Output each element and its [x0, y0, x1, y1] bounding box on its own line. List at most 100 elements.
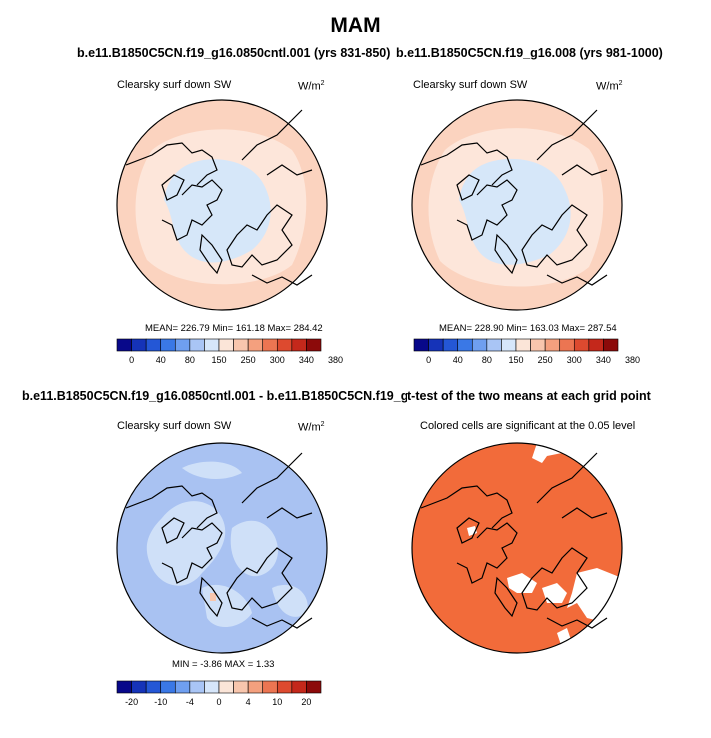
panel2-map [411, 99, 623, 311]
panel1-colorbar-swatch [306, 338, 322, 352]
panel3-colorbar-swatch [145, 680, 162, 694]
panel1-map-border [116, 99, 328, 311]
panel2-colorbar-swatch [573, 338, 590, 352]
panel1-header: b.e11.B1850C5CN.f19_g16.0850cntl.001 (yr… [77, 46, 391, 60]
panel3-colorbar-tick-label: 20 [301, 697, 311, 707]
panel3-colorbar-tick-label: 0 [216, 697, 221, 707]
panel3-map [116, 442, 328, 654]
panel3-map-border [116, 442, 328, 654]
panel3-coastlines [125, 452, 313, 629]
panel3-colorbar-swatch [276, 680, 293, 694]
panel3-header: b.e11.B1850C5CN.f19_g16.0850cntl.001 - b… [22, 389, 407, 403]
panel3-colorbar-swatch [131, 680, 147, 694]
panel3-colorbar-swatch [247, 680, 264, 694]
panel3-variable-label: Clearsky surf down SW [117, 420, 232, 432]
panel1-colorbar-swatch [218, 338, 234, 352]
panel2-colorbar-swatch [457, 338, 473, 352]
panel2-colorbar-swatch [501, 338, 517, 352]
panel2-colorbar-swatch [515, 338, 531, 352]
panel2-units: W/m2 [596, 80, 623, 93]
panel3-light-zone-d [272, 584, 308, 617]
panel2-colorbar-swatch [471, 338, 488, 352]
panel4-map-border [411, 442, 623, 654]
panel3-colorbar-swatch [262, 680, 278, 694]
panel3-map-disk [117, 443, 327, 653]
panel4-map [411, 442, 623, 654]
panel2-colorbar-swatch [603, 338, 619, 352]
panel2-colorbar-swatch [559, 338, 575, 352]
panel1-colorbar-swatch [174, 338, 191, 352]
panel3-colorbar-swatch [204, 680, 220, 694]
panel3-stats: MIN = -3.86 MAX = 1.33 [172, 659, 275, 670]
panel2-colorbar-swatch [442, 338, 459, 352]
panel1-colorbar-tick-label: 150 [211, 355, 226, 365]
panel1-colorbar-tick-label: 380 [328, 355, 343, 365]
panel1-colorbar-swatch [160, 338, 176, 352]
panel2-map-border [411, 99, 623, 311]
panel1-colorbar-swatch [189, 338, 205, 352]
panel1-units: W/m2 [298, 80, 325, 93]
panel3-units: W/m2 [298, 421, 325, 434]
panel1-colorbar-swatch [262, 338, 278, 352]
panel1-colorbar-swatch [247, 338, 264, 352]
panel3-colorbar-swatch [218, 680, 234, 694]
panel3-light-zone-b [230, 520, 278, 577]
panel3-colorbar-swatch [233, 680, 249, 694]
panel2-colorbar-tick-label: 150 [508, 355, 523, 365]
panel1-colorbar-swatch [204, 338, 220, 352]
panel3-colorbar-swatch [291, 680, 307, 694]
panel3-colorbar-tick-label: -10 [154, 697, 167, 707]
panel4-coastlines [420, 452, 608, 629]
panel2-stats: MEAN= 228.90 Min= 163.03 Max= 287.54 [439, 323, 617, 334]
panel3-colorbar-swatch [160, 680, 176, 694]
panel1-stats: MEAN= 226.79 Min= 161.18 Max= 284.42 [145, 323, 323, 334]
panel2-colorbar-tick-label: 300 [567, 355, 582, 365]
panel4-header: t-test of the two means at each grid poi… [407, 389, 651, 403]
panel2-colorbar-swatch [544, 338, 561, 352]
panel3-colorbar-swatch [116, 680, 132, 694]
panel2-colorbar-tick-label: 380 [625, 355, 640, 365]
panel1-low-zone [164, 159, 271, 263]
panel1-variable-label: Clearsky surf down SW [117, 79, 232, 91]
panel1-colorbar-swatch [116, 338, 132, 352]
panel1-colorbar-swatch [291, 338, 307, 352]
panel1-map [116, 99, 328, 311]
panel2-colorbar-swatch [486, 338, 502, 352]
panel3-light-zone-e [182, 461, 242, 480]
panel1-colorbar-swatch [131, 338, 147, 352]
panel1-colorbar-tick-label: 300 [270, 355, 285, 365]
panel4-note: Colored cells are significant at the 0.0… [420, 420, 636, 432]
panel2-colorbar-tick-label: 80 [482, 355, 492, 365]
figure-title: MAM [330, 14, 381, 37]
panel1-colorbar-tick-label: 40 [156, 355, 166, 365]
panel3-colorbar-tick-label: 4 [246, 697, 251, 707]
panel3-colorbar-tick-label: 10 [272, 697, 282, 707]
panel2-colorbar: 0 40 80 150 250 300 340 380 [413, 338, 640, 365]
panel1-colorbar-tick-label: 340 [299, 355, 314, 365]
panel3-colorbar: -20 -10 -4 0 4 10 20 [116, 680, 322, 707]
panel2-colorbar-swatch [413, 338, 429, 352]
panel1-colorbar: 0 40 80 150 250 300 340 380 [116, 338, 343, 365]
panel2-colorbar-tick-label: 40 [453, 355, 463, 365]
panel1-colorbar-tick-label: 250 [241, 355, 256, 365]
panel3-positive-cell [210, 593, 216, 601]
panel1-colorbar-swatch [233, 338, 249, 352]
panel2-colorbar-tick-label: 340 [596, 355, 611, 365]
panel2-colorbar-swatch [530, 338, 546, 352]
panel2-coastlines [420, 109, 608, 286]
panel2-colorbar-swatch [428, 338, 444, 352]
panel2-colorbar-swatch [588, 338, 604, 352]
panel4-map-disk [412, 443, 622, 653]
panel2-variable-label: Clearsky surf down SW [413, 79, 528, 91]
panel3-colorbar-swatch [189, 680, 205, 694]
panel1-coastlines [125, 109, 313, 286]
panel1-colorbar-tick-label: 0 [129, 355, 134, 365]
panel3-colorbar-tick-label: -4 [186, 697, 194, 707]
panel1-colorbar-swatch [145, 338, 162, 352]
panel3-colorbar-swatch [174, 680, 191, 694]
panel2-header: b.e11.B1850C5CN.f19_g16.008 (yrs 981-100… [396, 46, 663, 60]
panel2-colorbar-tick-label: 0 [426, 355, 431, 365]
panel1-colorbar-swatch [276, 338, 293, 352]
panel3-colorbar-tick-label: -20 [125, 697, 138, 707]
panel3-colorbar-swatch [306, 680, 322, 694]
